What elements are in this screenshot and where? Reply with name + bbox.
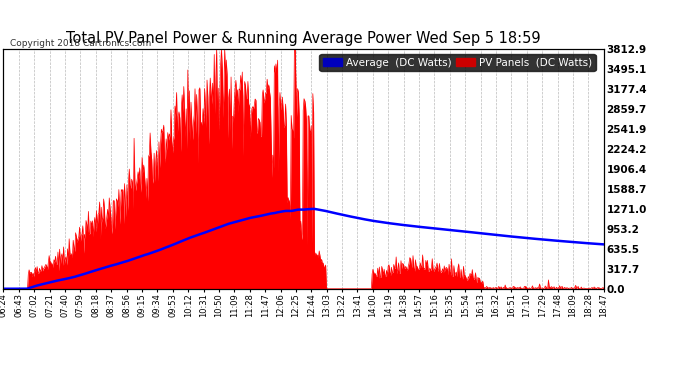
Legend: Average  (DC Watts), PV Panels  (DC Watts): Average (DC Watts), PV Panels (DC Watts) <box>319 54 595 71</box>
Text: Copyright 2018 Cartronics.com: Copyright 2018 Cartronics.com <box>10 39 152 48</box>
Title: Total PV Panel Power & Running Average Power Wed Sep 5 18:59: Total PV Panel Power & Running Average P… <box>66 31 541 46</box>
